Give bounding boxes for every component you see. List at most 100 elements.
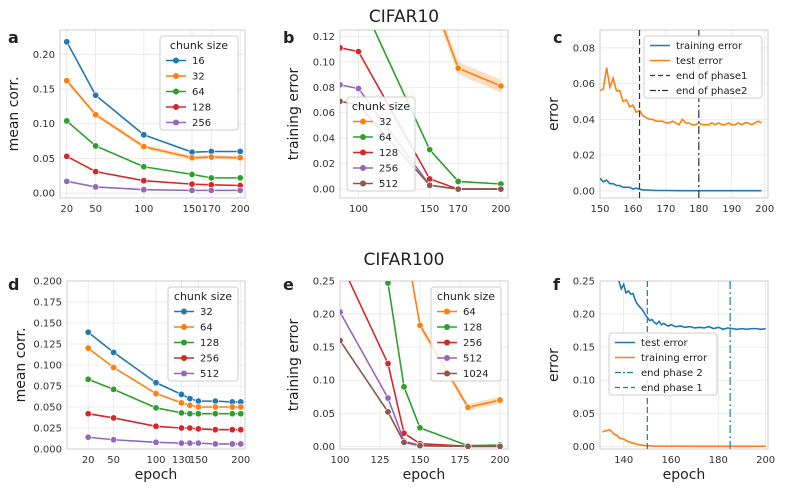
plot-frame (599, 280, 769, 450)
legend-marker (444, 308, 450, 315)
x-axis-label: epoch (403, 467, 446, 483)
y-tick-label: 0.10 (313, 376, 335, 387)
legend-marker (360, 134, 366, 140)
data-point (186, 439, 194, 447)
y-tick-label: 0.25 (573, 277, 595, 288)
plot-frame (339, 280, 509, 450)
data-point (177, 439, 185, 447)
y-tick-label: 0.10 (313, 57, 335, 68)
data-point (110, 348, 118, 356)
y-tick-label: 0.05 (33, 154, 55, 165)
data-point (236, 154, 244, 162)
data-point (194, 397, 202, 405)
x-axis-label: epoch (135, 467, 178, 483)
y-tick-label: 0.08 (573, 43, 595, 54)
legend-entry: end of phase2 (676, 86, 747, 97)
legend-marker (444, 339, 450, 346)
data-point (140, 163, 148, 171)
data-point (228, 440, 236, 448)
series-line-16 (66, 41, 241, 153)
series-line-256 (66, 180, 241, 192)
series-line-test-error (618, 281, 766, 331)
data-point (84, 328, 92, 336)
data-point (92, 168, 100, 176)
y-axis-label: mean corr. (13, 328, 29, 403)
x-tick-label: 190 (722, 204, 741, 215)
legend-entry: 32 (192, 72, 205, 83)
y-tick-label: 0.10 (33, 119, 55, 130)
data-point (207, 186, 215, 194)
data-point (110, 414, 118, 422)
legend-entry: 64 (192, 87, 205, 98)
data-point (140, 186, 148, 194)
x-tick-label: 200 (756, 455, 775, 466)
x-tick-label: 200 (755, 204, 774, 215)
legend-marker (181, 324, 187, 330)
x-tick-label: 200 (491, 204, 510, 215)
y-tick-label: 0.025 (33, 424, 62, 435)
data-point (186, 395, 194, 403)
data-point (186, 424, 194, 432)
series-line-test-error (600, 67, 762, 126)
legend-marker (173, 57, 179, 64)
y-tick-label: 0.00 (573, 442, 595, 453)
legend-entry: end of phase1 (676, 71, 747, 82)
data-point (236, 147, 244, 155)
data-point (194, 410, 202, 418)
legend: training error test error end of phase1 end… (643, 35, 763, 99)
title-cifar10: CIFAR10 (369, 7, 439, 27)
data-point (454, 185, 462, 193)
data-point (207, 153, 215, 161)
series-line-64 (66, 120, 241, 179)
x-tick-label: 200 (490, 455, 509, 466)
data-point (416, 424, 424, 432)
y-tick-label: 0.15 (313, 343, 335, 354)
x-tick-label: 100 (349, 204, 368, 215)
data-point (496, 442, 504, 449)
y-tick-label: 0.00 (313, 442, 335, 453)
y-tick-label: 0.04 (313, 134, 335, 145)
y-axis-label: error (546, 97, 562, 131)
legend: chunk size 16 32 64 128 256 (159, 35, 239, 131)
data-point (496, 396, 504, 404)
data-point (84, 433, 92, 441)
series-ci-band-64 (411, 281, 500, 411)
x-tick-label: 175 (450, 455, 469, 466)
data-point (177, 424, 185, 432)
data-point (152, 404, 160, 412)
legend-entry: 128 (379, 148, 398, 159)
panel-letter-b: b (283, 28, 294, 47)
y-tick-label: 0.125 (33, 340, 62, 351)
x-axis-label: epoch (663, 467, 706, 483)
legend-entry: 64 (463, 307, 476, 318)
data-point (188, 186, 196, 194)
data-point (186, 410, 194, 418)
legend-entry: 128 (192, 103, 211, 114)
legend-entry: 512 (463, 354, 482, 365)
data-point (237, 440, 245, 448)
data-point (464, 403, 472, 411)
data-point (84, 344, 92, 352)
y-tick-label: 0.05 (313, 409, 335, 420)
legend: test error training error end phase 2 end p… (608, 332, 718, 396)
data-point (237, 410, 245, 418)
legend-entry: training error (676, 41, 743, 52)
legend-entry: 128 (200, 338, 219, 349)
y-tick-label: 0.00 (33, 189, 55, 200)
data-point (63, 38, 71, 46)
y-tick-label: 0.10 (573, 376, 595, 387)
data-point (211, 403, 219, 411)
data-point (188, 154, 196, 162)
x-tick-label: 170 (202, 204, 221, 215)
legend-marker (444, 355, 450, 361)
y-tick-label: 0.20 (313, 310, 335, 321)
data-point (194, 425, 202, 433)
y-axis-label: error (546, 348, 562, 382)
data-point (228, 403, 236, 411)
series-group (602, 281, 766, 449)
y-axis-label: training error (286, 67, 302, 160)
data-point (355, 48, 363, 56)
legend-entry: 16 (192, 56, 205, 67)
data-point (228, 426, 236, 434)
data-point (63, 152, 71, 160)
